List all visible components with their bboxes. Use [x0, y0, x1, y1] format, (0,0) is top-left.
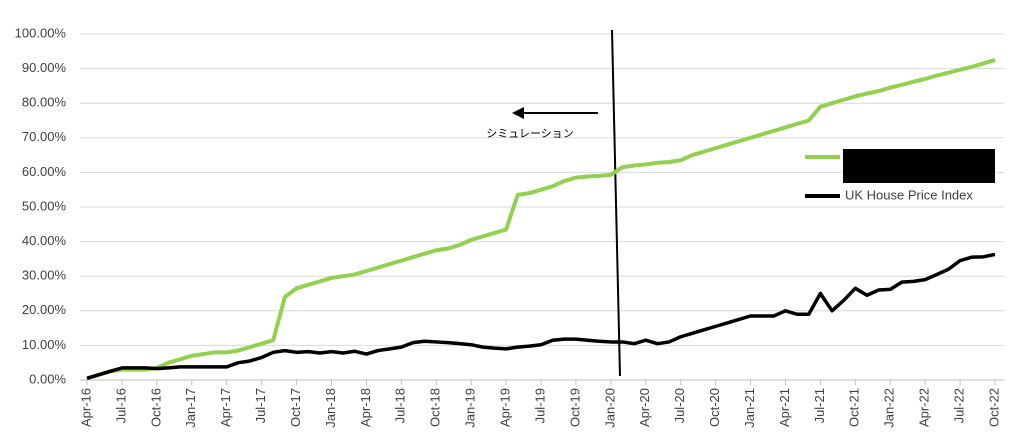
series-line: [86, 252, 996, 380]
x-tick-label: Jan-22: [882, 388, 897, 428]
y-tick-label: 80.00%: [22, 95, 67, 110]
x-tick-label: Apr-21: [777, 388, 792, 427]
y-tick-label: 10.00%: [22, 337, 67, 352]
x-tick-label: Apr-22: [917, 388, 932, 427]
x-tick-label: Jul-22: [952, 388, 967, 423]
legend-label: UK House Price Index: [845, 187, 973, 202]
y-tick-label: 90.00%: [22, 60, 67, 75]
y-tick-label: 20.00%: [22, 302, 67, 317]
arrow-head: [512, 107, 524, 119]
x-tick-label: Oct-17: [288, 388, 303, 427]
x-tick-label: Apr-17: [218, 388, 233, 427]
x-tick-label: Apr-19: [498, 388, 513, 427]
y-tick-label: 0.00%: [29, 371, 66, 386]
series-line: [86, 58, 996, 381]
x-tick-label: Jan-17: [183, 388, 198, 428]
x-tick-label: Jan-19: [463, 388, 478, 428]
y-tick-label: 50.00%: [22, 198, 67, 213]
x-tick-label: Jul-16: [113, 388, 128, 423]
x-tick-label: Oct-20: [707, 388, 722, 427]
x-tick-label: Apr-18: [358, 388, 373, 427]
x-tick-label: Jan-20: [602, 388, 617, 428]
x-tick-label: Oct-22: [986, 388, 1001, 427]
x-tick-label: Jan-18: [323, 388, 338, 428]
y-tick-label: 60.00%: [22, 164, 67, 179]
x-tick-label: Oct-18: [428, 388, 443, 427]
x-tick-label: Oct-19: [567, 388, 582, 427]
y-tick-label: 100.00%: [15, 25, 67, 40]
x-tick-label: Apr-20: [637, 388, 652, 427]
divider-line: [611, 29, 621, 377]
y-tick-label: 70.00%: [22, 129, 67, 144]
x-tick-label: Jul-18: [393, 388, 408, 423]
y-tick-label: 40.00%: [22, 233, 67, 248]
redaction: [843, 149, 995, 183]
x-tick-label: Jan-21: [742, 388, 757, 428]
x-tick-label: Jul-19: [532, 388, 547, 423]
y-tick-label: 30.00%: [22, 268, 67, 283]
x-tick-label: Oct-21: [847, 388, 862, 427]
x-tick-label: Apr-16: [78, 388, 93, 427]
x-tick-label: Jul-17: [253, 388, 268, 423]
x-tick-label: Jul-20: [672, 388, 687, 423]
annotation: シミュレーション: [486, 128, 574, 140]
x-tick-label: Jul-21: [812, 388, 827, 423]
x-tick-label: Oct-16: [148, 388, 163, 427]
